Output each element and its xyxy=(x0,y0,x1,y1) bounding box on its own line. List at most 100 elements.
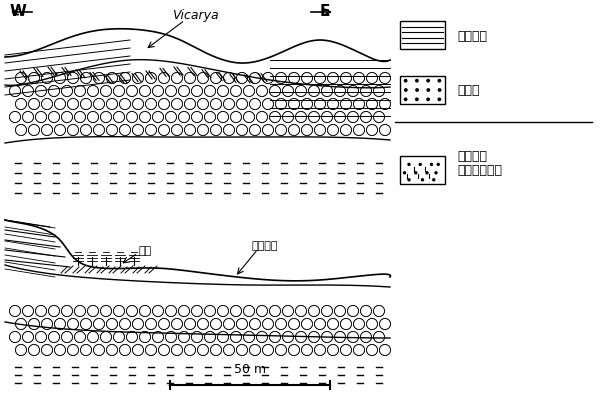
Circle shape xyxy=(205,86,215,97)
Circle shape xyxy=(404,90,407,92)
Circle shape xyxy=(322,112,332,123)
Circle shape xyxy=(380,345,391,356)
Circle shape xyxy=(80,99,92,110)
Circle shape xyxy=(41,99,53,110)
Circle shape xyxy=(269,112,281,123)
Circle shape xyxy=(74,112,86,123)
Circle shape xyxy=(55,99,65,110)
Circle shape xyxy=(10,112,20,123)
Circle shape xyxy=(16,319,26,330)
Circle shape xyxy=(139,112,151,123)
Bar xyxy=(400,157,445,185)
Circle shape xyxy=(113,112,125,123)
Circle shape xyxy=(296,86,307,97)
Circle shape xyxy=(433,179,435,181)
Circle shape xyxy=(353,345,365,356)
Circle shape xyxy=(308,306,320,317)
Circle shape xyxy=(374,306,385,317)
Circle shape xyxy=(113,332,125,343)
Circle shape xyxy=(347,112,359,123)
Circle shape xyxy=(94,125,104,136)
Circle shape xyxy=(205,306,215,317)
Circle shape xyxy=(127,332,137,343)
Circle shape xyxy=(361,112,371,123)
Circle shape xyxy=(35,86,47,97)
Circle shape xyxy=(133,345,143,356)
Circle shape xyxy=(172,345,182,356)
Circle shape xyxy=(223,99,235,110)
Circle shape xyxy=(341,73,352,84)
Circle shape xyxy=(283,306,293,317)
Circle shape xyxy=(404,80,407,83)
Circle shape xyxy=(314,319,326,330)
Circle shape xyxy=(223,319,235,330)
Circle shape xyxy=(68,319,79,330)
Circle shape xyxy=(158,99,170,110)
Circle shape xyxy=(119,125,131,136)
Circle shape xyxy=(439,90,441,92)
Circle shape xyxy=(68,73,79,84)
Circle shape xyxy=(35,332,47,343)
Circle shape xyxy=(314,99,326,110)
Circle shape xyxy=(223,73,235,84)
Circle shape xyxy=(367,125,377,136)
Circle shape xyxy=(218,332,229,343)
Circle shape xyxy=(257,112,268,123)
Circle shape xyxy=(275,319,287,330)
Circle shape xyxy=(283,112,293,123)
Circle shape xyxy=(101,112,112,123)
Circle shape xyxy=(94,73,104,84)
Circle shape xyxy=(23,306,34,317)
Circle shape xyxy=(314,125,326,136)
Circle shape xyxy=(113,86,125,97)
Circle shape xyxy=(158,125,170,136)
Circle shape xyxy=(367,73,377,84)
Circle shape xyxy=(172,125,182,136)
Circle shape xyxy=(133,99,143,110)
Circle shape xyxy=(29,99,40,110)
Circle shape xyxy=(94,319,104,330)
Circle shape xyxy=(269,332,281,343)
Circle shape xyxy=(335,306,346,317)
Circle shape xyxy=(427,80,430,83)
Circle shape xyxy=(41,345,53,356)
Circle shape xyxy=(23,86,34,97)
Circle shape xyxy=(94,99,104,110)
Circle shape xyxy=(269,86,281,97)
Text: W: W xyxy=(10,4,26,19)
Circle shape xyxy=(146,345,157,356)
Circle shape xyxy=(380,319,391,330)
Circle shape xyxy=(119,99,131,110)
Circle shape xyxy=(88,86,98,97)
Text: 50 m: 50 m xyxy=(234,362,266,375)
Circle shape xyxy=(416,99,418,101)
Circle shape xyxy=(101,332,112,343)
Circle shape xyxy=(223,345,235,356)
Circle shape xyxy=(172,73,182,84)
Circle shape xyxy=(308,332,320,343)
Circle shape xyxy=(380,99,391,110)
Circle shape xyxy=(146,125,157,136)
Circle shape xyxy=(35,306,47,317)
Circle shape xyxy=(257,332,268,343)
Circle shape xyxy=(113,306,125,317)
Circle shape xyxy=(88,332,98,343)
Circle shape xyxy=(172,99,182,110)
Circle shape xyxy=(427,90,430,92)
Circle shape xyxy=(244,332,254,343)
Circle shape xyxy=(68,99,79,110)
Circle shape xyxy=(341,99,352,110)
Circle shape xyxy=(10,306,20,317)
Circle shape xyxy=(107,73,118,84)
Circle shape xyxy=(185,73,196,84)
Circle shape xyxy=(353,125,365,136)
Circle shape xyxy=(62,86,73,97)
Circle shape xyxy=(179,306,190,317)
Circle shape xyxy=(236,73,248,84)
Circle shape xyxy=(236,345,248,356)
Circle shape xyxy=(55,345,65,356)
Circle shape xyxy=(328,319,338,330)
Circle shape xyxy=(80,345,92,356)
Text: 火砕流堆積物: 火砕流堆積物 xyxy=(457,164,502,177)
Circle shape xyxy=(257,306,268,317)
